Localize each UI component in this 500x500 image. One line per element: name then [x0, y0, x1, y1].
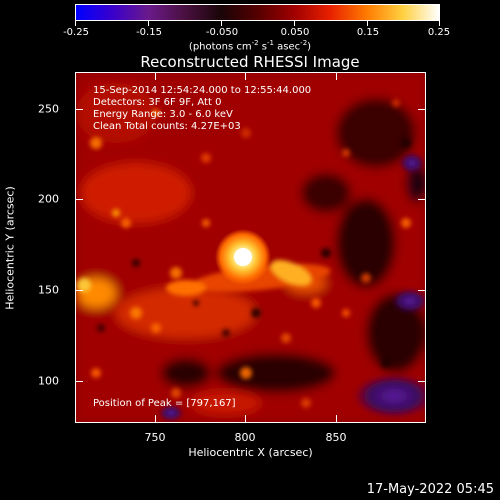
x-tick [336, 415, 337, 423]
image-title: Reconstructed RHESSI Image [140, 53, 360, 71]
y-tick [418, 109, 426, 110]
y-tick [418, 290, 426, 291]
x-tick-label: 800 [234, 431, 256, 444]
footer-date: 17-May-2022 05:45 [366, 482, 494, 497]
x-tick [155, 415, 156, 423]
y-tick [75, 199, 83, 200]
colorbar-tick [367, 21, 368, 26]
x-tick-label: 850 [325, 431, 347, 444]
colorbar-units: (photons cm-2 s-1 asec-2) [188, 39, 312, 53]
y-tick [418, 381, 426, 382]
rhessi-image [75, 72, 426, 423]
colorbar-tick [148, 21, 149, 26]
colorbar-tick [294, 21, 295, 26]
colorbar [75, 4, 440, 21]
y-tick-label: 200 [38, 192, 59, 206]
colorbar-tick-label: 0.25 [427, 27, 451, 38]
x-tick [245, 72, 246, 80]
info-energy-range: Energy Range: 3.0 - 6.0 keV [93, 109, 233, 120]
info-clean-counts: Clean Total counts: 4.27E+03 [93, 121, 241, 132]
colorbar-tick [439, 21, 440, 26]
colorbar-tick [75, 21, 76, 26]
info-time-range: 15-Sep-2014 12:54:24.000 to 12:55:44.000 [93, 85, 312, 96]
y-tick [418, 199, 426, 200]
colorbar-tick [221, 21, 222, 26]
y-axis-title: Heliocentric Y (arcsec) [3, 186, 17, 310]
x-tick [336, 72, 337, 80]
colorbar-tick-label: -0.15 [136, 27, 162, 38]
colorbar-tick-label: 0.15 [356, 27, 380, 38]
y-tick [75, 290, 83, 291]
y-tick-label: 100 [38, 374, 59, 388]
info-peak-position: Position of Peak = [797,167] [93, 398, 236, 409]
y-tick-label: 250 [38, 102, 59, 116]
x-tick-label: 750 [144, 431, 166, 444]
y-tick-label: 150 [38, 283, 59, 297]
rhessi-image-map [76, 73, 425, 422]
colorbar-tick-label: 0.050 [280, 27, 310, 38]
colorbar-tick-label: -0.25 [63, 27, 89, 38]
y-tick [75, 381, 83, 382]
colorbar-tick-label: -0.050 [205, 27, 239, 38]
info-detectors: Detectors: 3F 6F 9F, Att 0 [93, 97, 222, 108]
x-tick [245, 415, 246, 423]
x-axis-title: Heliocentric X (arcsec) [188, 446, 313, 459]
y-tick [75, 109, 83, 110]
x-tick [155, 72, 156, 80]
